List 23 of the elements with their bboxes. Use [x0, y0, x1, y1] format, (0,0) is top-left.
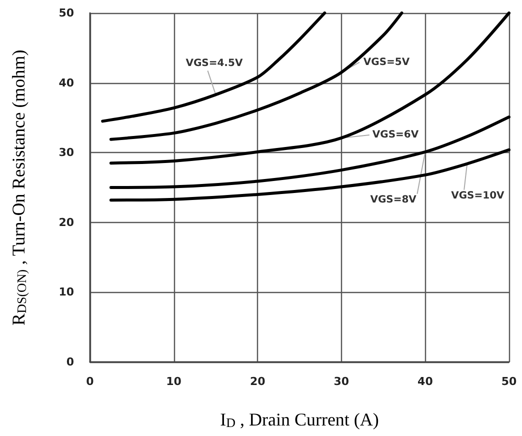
- y-axis-title: RDS(ON) , Turn-On Resistance (mohm): [8, 50, 29, 326]
- line-series: [109, 116, 510, 189]
- x-tick-label: 10: [166, 375, 182, 388]
- text: VGS=8V: [370, 194, 417, 206]
- y-tick-label: 30: [58, 146, 74, 160]
- y-tick-label: 10: [58, 286, 74, 299]
- series-label: VGS=5V: [363, 56, 410, 68]
- y-tick-label: 40: [58, 76, 74, 90]
- x-tick-label: 50: [501, 375, 517, 388]
- series-label: VGS=4.5V: [186, 58, 243, 70]
- x-tick-label: 20: [250, 375, 266, 388]
- x-axis-title: ID , Drain Current (A): [220, 410, 379, 430]
- x-tick-label: 40: [418, 375, 434, 388]
- y-tick-label: 20: [58, 216, 74, 229]
- series-label: VGS=6V: [372, 129, 419, 140]
- x-tick-label: 30: [334, 375, 350, 388]
- line-series: [101, 12, 326, 123]
- y-tick-label: 0: [66, 356, 74, 368]
- x-tick-label: 0: [86, 375, 94, 388]
- text: VGS=10V: [451, 190, 505, 202]
- line-series: [109, 12, 510, 165]
- line-series: [109, 148, 510, 202]
- y-tick-label: 50: [58, 6, 74, 20]
